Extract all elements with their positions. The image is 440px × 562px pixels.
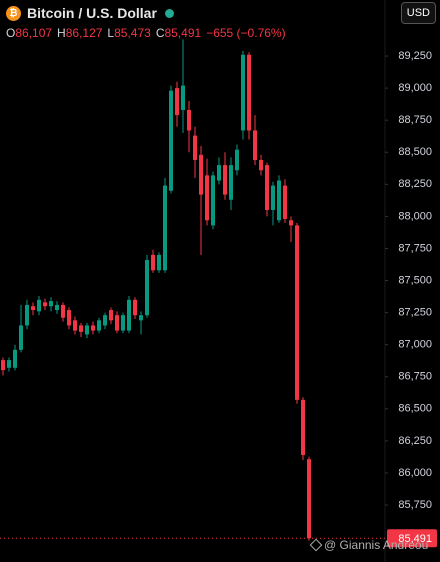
quote-value: 86,127 bbox=[65, 26, 103, 40]
y-tick-label: 88,750 bbox=[398, 114, 432, 126]
y-tick-label: 89,250 bbox=[398, 50, 432, 62]
candle-body bbox=[67, 310, 71, 326]
candle-body bbox=[271, 185, 275, 210]
y-tick-label: 88,250 bbox=[398, 178, 432, 190]
quote-row: O 86,107 H 86,127 L 85,473 C 85,491 −655 (−0.76%… bbox=[6, 24, 291, 42]
candle-body bbox=[301, 399, 305, 456]
candle-body bbox=[205, 175, 209, 221]
candle-body bbox=[163, 185, 167, 271]
candle-body bbox=[295, 225, 299, 400]
symbol-row: ₿ Bitcoin / U.S. Dollar bbox=[6, 2, 291, 24]
y-tick-label: 87,000 bbox=[398, 339, 432, 351]
candle-body bbox=[199, 154, 203, 195]
quote-key: O bbox=[6, 26, 16, 40]
candle-body bbox=[121, 315, 125, 331]
candle-body bbox=[13, 349, 17, 368]
y-tick-label: 86,750 bbox=[398, 371, 432, 383]
candle-body bbox=[253, 130, 257, 160]
chart-title: Bitcoin / U.S. Dollar bbox=[27, 5, 157, 21]
y-tick-label: 85,750 bbox=[398, 499, 432, 511]
candle-body bbox=[133, 299, 137, 316]
candle-body bbox=[49, 301, 53, 307]
candle-body bbox=[91, 325, 95, 331]
quote-value: 86,107 bbox=[15, 26, 53, 40]
y-tick-label: 87,250 bbox=[398, 307, 432, 319]
candle-body bbox=[187, 109, 191, 131]
y-tick-label: 86,250 bbox=[398, 435, 432, 447]
candle-body bbox=[1, 360, 5, 371]
last-price-label: 85,491 bbox=[398, 533, 432, 545]
quote-key: L bbox=[107, 26, 115, 40]
candle-body bbox=[235, 149, 239, 171]
candle-body bbox=[103, 315, 107, 326]
candle-body bbox=[55, 304, 59, 311]
candle-body bbox=[217, 165, 221, 181]
y-tick-label: 86,500 bbox=[398, 403, 432, 415]
candle-body bbox=[151, 254, 155, 271]
candle-body bbox=[25, 304, 29, 326]
candle-body bbox=[193, 135, 197, 160]
candle-body bbox=[181, 85, 185, 110]
change: −655 (−0.76%) bbox=[206, 26, 286, 40]
candle-body bbox=[223, 165, 227, 195]
candle-body bbox=[85, 325, 89, 335]
watermark-icon bbox=[309, 538, 323, 552]
candle-body bbox=[259, 159, 263, 171]
candle-body bbox=[289, 220, 293, 226]
candle-body bbox=[97, 320, 101, 331]
status-dot bbox=[164, 8, 174, 18]
candle-body bbox=[157, 254, 161, 271]
candle-body bbox=[109, 310, 113, 321]
last-price-tag bbox=[387, 529, 437, 548]
bitcoin-icon: ₿ bbox=[6, 5, 21, 21]
candle-body bbox=[73, 320, 77, 331]
candle-body bbox=[61, 304, 65, 318]
y-tick-label: 88,500 bbox=[398, 146, 432, 158]
candle-body bbox=[175, 88, 179, 116]
candle-body bbox=[79, 325, 83, 332]
watermark: @ Giannis Andreou bbox=[324, 538, 428, 552]
candle-body bbox=[307, 459, 311, 539]
quote-value: 85,491 bbox=[164, 26, 202, 40]
candle-body bbox=[139, 315, 143, 321]
candle-body bbox=[145, 260, 149, 316]
quote-value: 85,473 bbox=[114, 26, 151, 40]
candle-body bbox=[247, 54, 251, 131]
quote-key: C bbox=[155, 26, 165, 40]
candle-body bbox=[127, 299, 131, 331]
candle-body bbox=[265, 165, 269, 210]
y-tick-label: 86,000 bbox=[398, 467, 432, 479]
y-tick-label: 88,000 bbox=[398, 210, 432, 222]
candle-body bbox=[211, 175, 215, 226]
candle-body bbox=[37, 299, 41, 312]
candle-body bbox=[31, 306, 35, 311]
candle-body bbox=[43, 302, 47, 307]
candle-body bbox=[115, 315, 119, 331]
candle-body bbox=[169, 90, 173, 191]
quote-key: H bbox=[57, 26, 66, 40]
candle-body bbox=[229, 165, 233, 200]
y-tick-label: 89,000 bbox=[398, 82, 432, 94]
candle-body bbox=[7, 360, 11, 368]
candle-body bbox=[241, 54, 245, 131]
candle-body bbox=[283, 185, 287, 219]
y-tick-label: 87,500 bbox=[398, 274, 432, 286]
candle-body bbox=[277, 180, 281, 221]
candle-body bbox=[19, 325, 23, 350]
header: ₿ Bitcoin / U.S. Dollar O 86,107 H 86,127 L 85… bbox=[6, 2, 291, 42]
y-tick-label: 87,750 bbox=[398, 242, 432, 254]
currency-button[interactable]: USD bbox=[400, 2, 436, 24]
